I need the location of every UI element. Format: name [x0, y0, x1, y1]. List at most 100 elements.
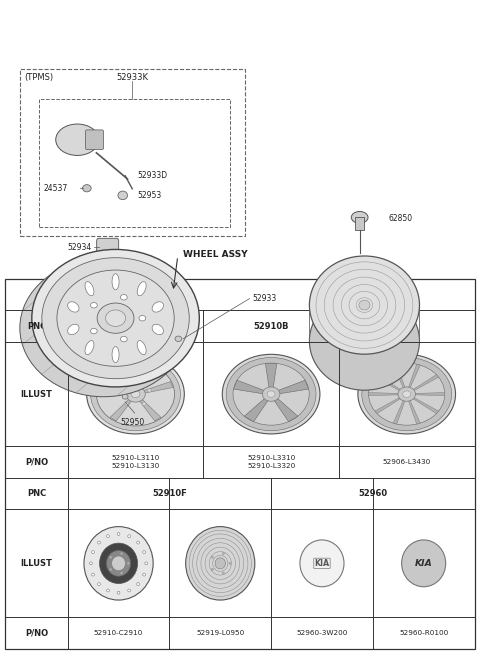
Polygon shape [393, 364, 406, 389]
Text: 52960: 52960 [358, 489, 387, 498]
Ellipse shape [222, 354, 320, 434]
Ellipse shape [87, 354, 184, 434]
Polygon shape [265, 363, 277, 390]
Text: KIA: KIA [415, 559, 432, 568]
Polygon shape [234, 380, 267, 394]
Ellipse shape [97, 541, 100, 544]
Ellipse shape [122, 394, 128, 399]
Ellipse shape [85, 281, 94, 296]
Ellipse shape [97, 303, 134, 333]
Text: WHEEL ASSY: WHEEL ASSY [182, 250, 247, 259]
Text: 52953: 52953 [137, 191, 161, 200]
Ellipse shape [56, 124, 99, 155]
Text: (TPMS): (TPMS) [24, 73, 54, 82]
Ellipse shape [369, 363, 445, 425]
Text: 52919-L0950: 52919-L0950 [196, 630, 244, 636]
Ellipse shape [358, 354, 456, 434]
Ellipse shape [92, 573, 95, 576]
Ellipse shape [96, 362, 175, 426]
Ellipse shape [109, 568, 112, 571]
Ellipse shape [83, 184, 91, 192]
Ellipse shape [222, 572, 224, 574]
Ellipse shape [89, 562, 92, 565]
Polygon shape [412, 375, 439, 392]
Polygon shape [138, 398, 161, 421]
Ellipse shape [211, 556, 214, 558]
Ellipse shape [137, 340, 146, 355]
Polygon shape [413, 392, 445, 396]
Polygon shape [244, 396, 270, 422]
Ellipse shape [152, 302, 164, 312]
Polygon shape [369, 392, 400, 396]
Polygon shape [98, 382, 130, 394]
Text: 52933: 52933 [252, 294, 276, 303]
Ellipse shape [117, 533, 120, 535]
Ellipse shape [143, 573, 145, 576]
Ellipse shape [152, 324, 164, 335]
FancyBboxPatch shape [355, 216, 364, 230]
Text: 52960-3W200: 52960-3W200 [296, 630, 348, 636]
Ellipse shape [137, 281, 146, 296]
Ellipse shape [20, 259, 187, 397]
Ellipse shape [211, 568, 214, 571]
Text: 52910-L3110
52910-L3130: 52910-L3110 52910-L3130 [111, 455, 160, 469]
Polygon shape [273, 396, 298, 422]
Ellipse shape [175, 336, 182, 342]
Text: P/NO: P/NO [25, 628, 48, 638]
Ellipse shape [362, 358, 452, 431]
Ellipse shape [229, 562, 231, 564]
Ellipse shape [359, 300, 370, 310]
Ellipse shape [107, 550, 131, 576]
Ellipse shape [32, 249, 199, 387]
Text: 52910F: 52910F [152, 489, 187, 498]
Ellipse shape [133, 380, 137, 384]
Text: ILLUST: ILLUST [21, 559, 52, 568]
Ellipse shape [222, 552, 224, 555]
Text: 52910-C2910: 52910-C2910 [94, 630, 143, 636]
Ellipse shape [300, 540, 344, 586]
Text: 52933K: 52933K [116, 73, 148, 82]
Text: 52950: 52950 [120, 418, 144, 426]
Ellipse shape [97, 583, 100, 586]
Ellipse shape [120, 337, 127, 342]
Ellipse shape [126, 386, 145, 402]
FancyBboxPatch shape [96, 238, 119, 256]
Text: 52934: 52934 [67, 243, 91, 252]
Text: PNC: PNC [27, 321, 46, 331]
Text: 62850: 62850 [388, 214, 412, 223]
Ellipse shape [112, 556, 125, 571]
Ellipse shape [137, 541, 140, 544]
Ellipse shape [128, 589, 131, 592]
Ellipse shape [68, 302, 79, 312]
Polygon shape [275, 380, 309, 394]
Polygon shape [132, 363, 139, 389]
Ellipse shape [106, 310, 126, 327]
Ellipse shape [109, 556, 112, 558]
Text: P/NO: P/NO [25, 458, 48, 466]
Text: KIA: KIA [314, 559, 330, 568]
Ellipse shape [403, 391, 410, 398]
Ellipse shape [91, 302, 97, 308]
Ellipse shape [233, 363, 309, 425]
Ellipse shape [68, 324, 79, 335]
Ellipse shape [120, 552, 123, 555]
Ellipse shape [351, 211, 368, 223]
Text: 52910-L3310
52910-L3320: 52910-L3310 52910-L3320 [247, 455, 295, 469]
Bar [5, 279, 475, 649]
Ellipse shape [118, 191, 128, 199]
Polygon shape [408, 364, 420, 389]
Ellipse shape [99, 543, 138, 584]
Ellipse shape [263, 387, 280, 401]
Ellipse shape [402, 540, 446, 586]
Ellipse shape [310, 292, 420, 390]
Ellipse shape [120, 389, 123, 392]
Ellipse shape [91, 329, 97, 334]
Ellipse shape [112, 346, 119, 363]
Ellipse shape [131, 390, 140, 398]
Ellipse shape [112, 274, 119, 290]
Ellipse shape [215, 558, 226, 569]
Ellipse shape [143, 550, 145, 554]
Ellipse shape [186, 527, 255, 600]
Text: 52906-L3430: 52906-L3430 [383, 459, 431, 465]
Polygon shape [141, 382, 173, 394]
